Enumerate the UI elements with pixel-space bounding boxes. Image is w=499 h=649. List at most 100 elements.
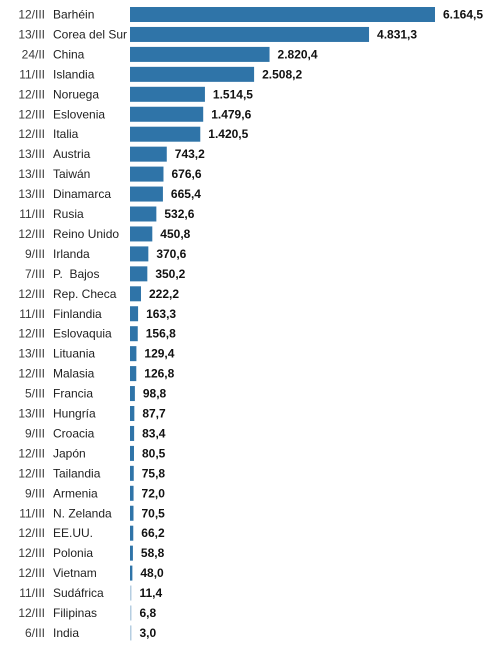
date-label: 5/III (25, 387, 45, 401)
date-label: 12/III (18, 466, 45, 480)
bar-row-corea-del-sur: 13/III Corea del Sur 4.831,3 (18, 26, 417, 42)
bar (130, 545, 133, 561)
bar (130, 246, 149, 262)
value-label: 66,2 (141, 526, 165, 540)
category-label: Malasia (53, 367, 95, 381)
bar (130, 525, 134, 541)
category-label: Finlandia (53, 307, 102, 321)
value-label: 11,4 (140, 586, 163, 600)
date-label: 12/III (18, 546, 45, 560)
category-label: Noruega (53, 87, 99, 101)
bar (130, 625, 132, 641)
date-label: 9/III (25, 426, 45, 440)
value-label: 6,8 (140, 606, 157, 620)
chart-rows: 12/III Barhéin 6.164,5 13/III Corea del Sur 4… (18, 7, 483, 641)
category-label: P. Bajos (53, 267, 99, 281)
date-label: 11/III (19, 586, 45, 600)
bar-row-japon: 12/III Japón 80,5 (18, 445, 166, 461)
bar (130, 425, 135, 441)
bar-row-eslovaquia: 12/III Eslovaquia 156,8 (18, 326, 176, 342)
value-label: 80,5 (142, 446, 166, 460)
bar-row-barhein: 12/III Barhéin 6.164,5 (18, 7, 483, 22)
bar (130, 565, 133, 581)
category-label: India (53, 626, 79, 640)
category-label: Corea del Sur (53, 27, 127, 41)
date-label: 12/III (18, 606, 45, 620)
bar (130, 86, 205, 102)
bar-row-filipinas: 12/III Filipinas 6,8 (18, 605, 157, 621)
bar (130, 326, 138, 342)
bar (130, 485, 134, 501)
bar (130, 206, 157, 222)
bar-row-n-zelanda: 11/III N. Zelanda 70,5 (19, 505, 165, 521)
bar (130, 186, 163, 202)
date-label: 12/III (18, 87, 45, 101)
date-label: 12/III (18, 367, 45, 381)
category-label: Eslovaquia (53, 327, 112, 341)
date-label: 11/III (19, 67, 45, 81)
date-label: 13/III (18, 147, 45, 161)
bar (130, 146, 167, 162)
date-label: 6/III (25, 626, 45, 640)
category-label: China (53, 47, 85, 61)
bar (130, 26, 370, 42)
bar (130, 346, 137, 362)
date-label: 11/III (19, 207, 45, 221)
value-label: 1.514,5 (213, 87, 253, 101)
value-label: 2.508,2 (262, 67, 302, 81)
bar (130, 465, 134, 481)
value-label: 676,6 (171, 167, 201, 181)
value-label: 70,5 (141, 506, 165, 520)
date-label: 13/III (18, 27, 45, 41)
bar (130, 166, 164, 182)
category-label: Armenia (53, 486, 98, 500)
category-label: Hungría (53, 407, 96, 421)
date-label: 12/III (18, 446, 45, 460)
bar-row-china: 24/II China 2.820,4 (22, 46, 318, 62)
value-label: 83,4 (142, 426, 166, 440)
value-label: 1.479,6 (211, 107, 251, 121)
category-label: Reino Unido (53, 227, 119, 241)
value-label: 370,6 (156, 247, 186, 261)
category-label: Rep. Checa (53, 287, 117, 301)
date-label: 13/III (18, 347, 45, 361)
category-label: Taiwán (53, 167, 90, 181)
date-label: 13/III (18, 167, 45, 181)
bar (130, 505, 134, 521)
category-label: Croacia (53, 426, 95, 440)
date-label: 12/III (18, 526, 45, 540)
category-label: Italia (53, 127, 79, 141)
bar-row-p-bajos: 7/III P. Bajos 350,2 (25, 266, 186, 282)
bar (130, 406, 135, 421)
bar-row-francia: 5/III Francia 98,8 (25, 386, 167, 402)
bar-row-finlandia: 11/III Finlandia 163,3 (19, 306, 176, 322)
bar-row-irlanda: 9/III Irlanda 370,6 (25, 246, 187, 262)
bar (130, 366, 137, 382)
date-label: 12/III (18, 327, 45, 341)
date-label: 11/III (19, 307, 45, 321)
category-label: Polonia (53, 546, 93, 560)
bar-row-malasia: 12/III Malasia 126,8 (18, 366, 175, 382)
bar-row-noruega: 12/III Noruega 1.514,5 (18, 86, 253, 102)
category-label: Vietnam (53, 566, 97, 580)
bar-row-islandia: 11/III Islandia 2.508,2 (19, 66, 302, 82)
value-label: 665,4 (171, 187, 201, 201)
bar (130, 106, 204, 122)
value-label: 87,7 (142, 407, 166, 421)
value-label: 532,6 (164, 207, 194, 221)
bar-row-india: 6/III India 3,0 (25, 625, 157, 641)
bar-row-polonia: 12/III Polonia 58,8 (18, 545, 165, 561)
category-label: Lituania (53, 347, 95, 361)
date-label: 7/III (25, 267, 45, 281)
value-label: 6.164,5 (443, 8, 483, 22)
bar (130, 386, 135, 402)
bar (130, 605, 132, 621)
bar-row-rep-checa: 12/III Rep. Checa 222,2 (18, 286, 179, 302)
bar (130, 585, 132, 601)
value-label: 743,2 (175, 147, 205, 161)
bar (130, 7, 435, 22)
bar-row-dinamarca: 13/III Dinamarca 665,4 (18, 186, 201, 202)
category-label: EE.UU. (53, 526, 93, 540)
